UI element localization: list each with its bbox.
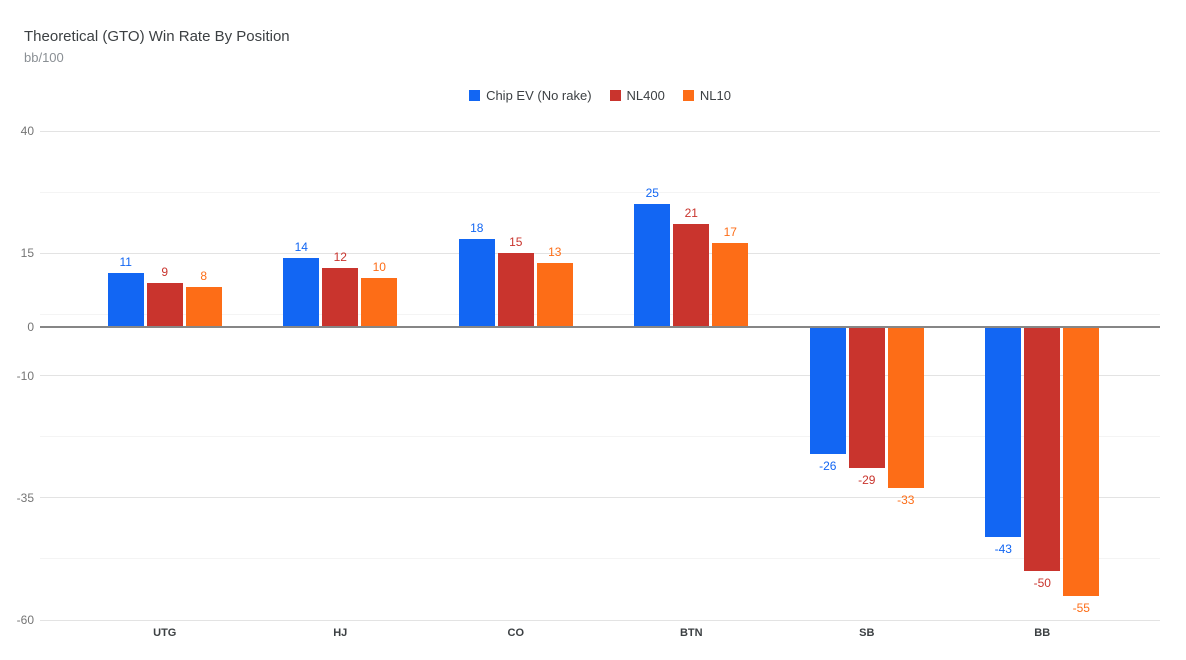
legend-label: Chip EV (No rake) [486,87,592,103]
bar-value-label: 17 [723,225,737,240]
bar[interactable] [673,223,710,327]
y-tick-label: 40 [20,124,34,138]
bar[interactable] [185,287,222,327]
y-tick-label: -10 [16,368,34,383]
bar-value-label: -29 [858,473,876,488]
bar-value-label: 11 [119,254,132,269]
bar[interactable] [283,258,320,327]
bar-value-label: 18 [470,220,484,235]
bar[interactable] [634,204,671,327]
major-gridline [40,252,1160,254]
bar-value-label: -26 [819,458,837,473]
legend-item-2[interactable]: NL10 [682,87,731,103]
bar-value-label: 14 [294,240,308,255]
x-category-label: UTG [153,627,177,639]
bar[interactable] [1063,326,1100,596]
bar[interactable] [361,277,398,327]
zero-axis-line [40,325,1160,328]
bar[interactable] [848,326,885,469]
legend-swatch-icon [609,89,621,101]
bar[interactable] [809,326,846,454]
legend-label: NL400 [626,87,665,103]
legend: Chip EV (No rake) NL400 NL10 [40,87,1160,103]
bar-value-label: 12 [333,249,347,264]
bar[interactable] [322,267,359,327]
minor-gridline [40,436,1160,438]
major-gridline [40,130,1160,132]
major-gridline [40,619,1160,621]
major-gridline [40,497,1160,499]
bar[interactable] [985,326,1022,537]
bar[interactable] [107,272,144,327]
bar-value-label: -33 [897,492,915,507]
legend-item-1[interactable]: NL400 [609,87,665,103]
bar-value-label: -50 [1033,576,1051,591]
x-category-label: BB [1034,627,1051,639]
major-gridline [40,375,1160,376]
y-tick-label: -60 [16,613,34,627]
bar-value-label: 10 [372,259,386,274]
chart-subtitle: bb/100 [24,50,64,65]
minor-gridline [40,191,1160,193]
x-category-label: CO [507,627,525,639]
x-category-label: SB [859,627,875,639]
bar[interactable] [458,238,495,327]
bar[interactable] [146,282,183,327]
bar-value-label: 9 [161,264,169,279]
legend-item-0[interactable]: Chip EV (No rake) [469,87,592,103]
bar-value-label: -55 [1072,600,1090,615]
y-tick-label: -35 [16,490,34,505]
bar-value-label: 15 [509,235,523,250]
bar[interactable] [536,263,573,327]
bar-value-label: 25 [645,186,659,201]
bar[interactable] [497,253,534,327]
bar-value-label: -43 [994,541,1012,556]
bar-value-label: 21 [684,205,698,220]
x-category-label: HJ [333,627,348,639]
legend-swatch-icon [469,89,481,101]
legend-swatch-icon [682,89,694,101]
bar-value-label: 8 [200,269,208,284]
plot-area: 11 9 8 14 12 10 18 15 13 25 21 17 -26 -29 -33 -43 -50 -55 [40,130,1160,621]
bar[interactable] [1024,326,1061,572]
minor-gridline [40,313,1160,315]
bar[interactable] [887,326,924,488]
legend-label: NL10 [699,87,731,103]
y-tick-label: 15 [20,246,34,261]
bar-value-label: 13 [548,245,562,260]
x-category-label: BTN [679,627,703,639]
minor-gridline [40,558,1160,560]
bar[interactable] [712,243,749,327]
y-tick-label: 0 [27,319,34,334]
chart-title: Theoretical (GTO) Win Rate By Position [24,28,290,45]
